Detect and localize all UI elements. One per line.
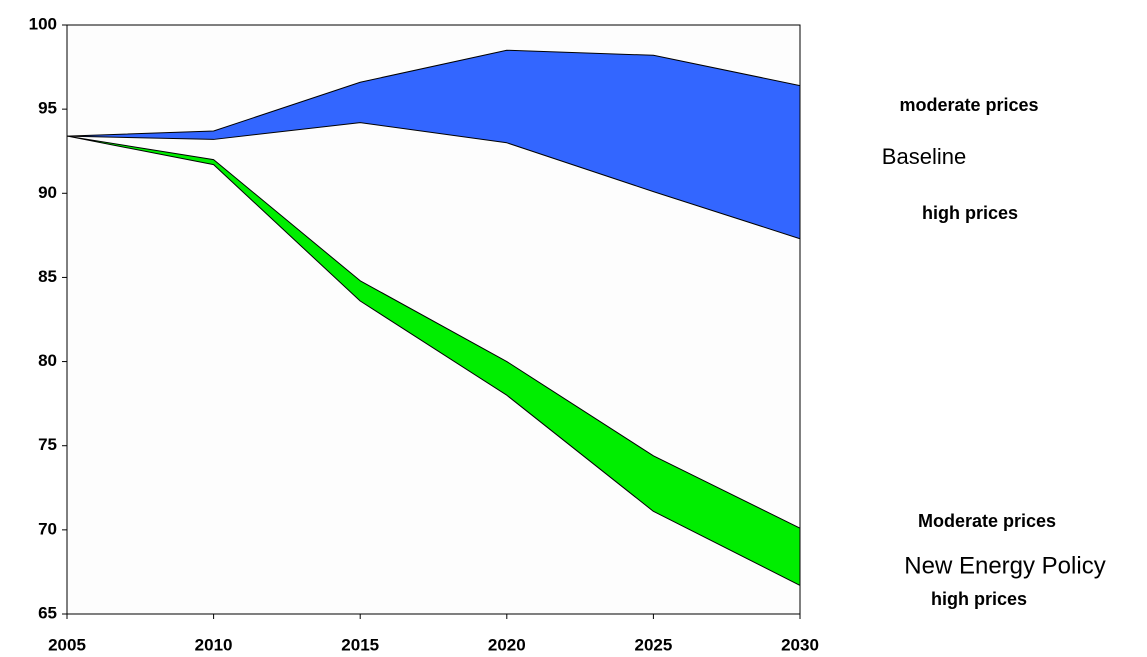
band-lower-label: high prices [931,589,1027,609]
y-tick-label: 80 [38,351,57,370]
x-tick-label: 2010 [195,635,233,654]
band-area [66,49,801,240]
band-upper-label: moderate prices [899,95,1038,115]
x-tick-label: 2025 [634,635,672,654]
y-tick-label: 75 [38,435,57,454]
x-tick-label: 2015 [341,635,379,654]
y-tick-label: 85 [38,267,57,286]
band-name: Baseline [882,144,966,169]
band-lower-label: high prices [922,203,1018,223]
y-tick-label: 90 [38,183,57,202]
y-tick-label: 65 [38,603,57,622]
band-area [66,135,801,586]
y-tick-label: 70 [38,519,57,538]
x-tick-label: 2005 [48,635,86,654]
band-name: New Energy Policy [904,552,1105,579]
band-upper-label: Moderate prices [918,511,1056,531]
y-tick-label: 100 [29,14,57,33]
x-tick-label: 2030 [781,635,819,654]
y-tick-label: 95 [38,99,57,118]
x-tick-label: 2020 [488,635,526,654]
